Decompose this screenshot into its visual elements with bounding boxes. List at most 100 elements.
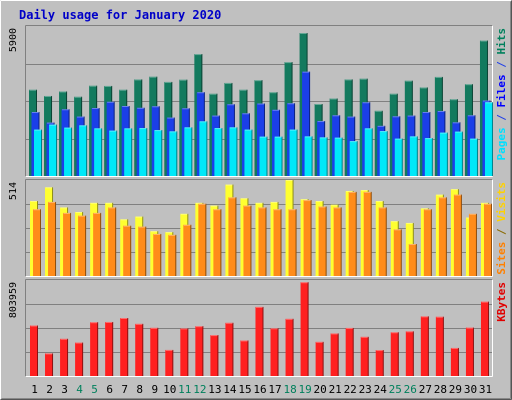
legend-entry: Files <box>495 68 508 108</box>
x-tick-label-day-6: 6 <box>106 383 113 396</box>
bar-sites-day-24 <box>378 207 387 276</box>
x-tick-label-day-20: 20 <box>313 383 326 396</box>
bar-kbytes-day-31 <box>480 301 489 376</box>
bar-sites-day-27 <box>423 209 432 276</box>
x-tick-label-day-1: 1 <box>31 383 38 396</box>
bar-pages-day-8 <box>139 128 148 176</box>
bar-pages-day-23 <box>364 128 373 176</box>
x-tick-label-day-5: 5 <box>91 383 98 396</box>
bar-pages-day-24 <box>379 131 388 176</box>
bar-sites-day-20 <box>318 206 327 276</box>
bar-sites-day-5 <box>93 212 102 276</box>
bar-pages-day-7 <box>124 128 133 176</box>
x-tick-label-day-4: 4 <box>76 383 83 396</box>
x-tick-label-day-3: 3 <box>61 383 68 396</box>
legend-entry: Sites <box>495 235 508 275</box>
bar-kbytes-day-14 <box>225 322 234 376</box>
x-tick-label-day-30: 30 <box>464 383 477 396</box>
bar-kbytes-day-9 <box>150 327 159 376</box>
bar-sites-day-17 <box>273 209 282 276</box>
bar-kbytes-day-30 <box>465 327 474 376</box>
x-tick-label-day-8: 8 <box>136 383 143 396</box>
bar-files-day-19 <box>302 71 311 176</box>
bar-kbytes-day-19 <box>300 282 309 376</box>
chart-title: Daily usage for January 2020 <box>19 8 221 22</box>
x-tick-label-day-12: 12 <box>193 383 206 396</box>
bar-sites-day-25 <box>393 229 402 276</box>
x-tick-label-day-11: 11 <box>178 383 191 396</box>
bar-sites-day-11 <box>183 224 192 276</box>
bar-kbytes-day-16 <box>255 306 264 376</box>
bar-kbytes-day-2 <box>45 353 54 376</box>
x-tick-label-day-27: 27 <box>419 383 432 396</box>
bar-pages-day-17 <box>274 136 283 176</box>
bar-pages-day-13 <box>214 128 223 176</box>
x-tick-label-day-22: 22 <box>344 383 357 396</box>
bar-pages-day-5 <box>94 128 103 176</box>
y-max-label: 5900 <box>8 28 19 52</box>
bar-sites-day-18 <box>288 209 297 276</box>
bar-sites-day-4 <box>78 215 87 276</box>
bar-pages-day-21 <box>334 137 343 176</box>
x-tick-label-day-25: 25 <box>389 383 402 396</box>
bar-pages-day-2 <box>49 124 58 176</box>
x-tick-label-day-10: 10 <box>163 383 176 396</box>
bar-sites-day-14 <box>228 197 237 276</box>
x-tick-label-day-2: 2 <box>46 383 53 396</box>
bar-kbytes-day-24 <box>375 350 384 376</box>
bar-kbytes-day-28 <box>435 316 444 376</box>
bar-sites-day-10 <box>168 234 177 276</box>
x-tick-label-day-21: 21 <box>329 383 342 396</box>
bar-pages-day-10 <box>169 131 178 176</box>
x-tick-label-day-26: 26 <box>404 383 417 396</box>
bar-pages-day-4 <box>79 125 88 176</box>
legend-entry: / <box>495 55 508 68</box>
panel-kbytes: 803959 KBytes <box>8 279 508 377</box>
x-tick-label-day-15: 15 <box>238 383 251 396</box>
bar-kbytes-day-4 <box>75 342 84 376</box>
bar-kbytes-day-21 <box>330 333 339 376</box>
bar-kbytes-day-26 <box>405 331 414 376</box>
x-tick-label-day-14: 14 <box>223 383 237 396</box>
bar-kbytes-day-10 <box>165 349 174 376</box>
x-tick-label-day-13: 13 <box>208 383 221 396</box>
bar-pages-day-22 <box>349 141 358 176</box>
x-tick-label-day-18: 18 <box>283 383 296 396</box>
bar-pages-day-26 <box>409 136 418 176</box>
bar-pages-day-11 <box>184 127 193 176</box>
bar-pages-day-18 <box>289 129 298 176</box>
bar-sites-day-15 <box>243 205 252 276</box>
legend: KBytes <box>495 282 508 322</box>
bar-kbytes-day-29 <box>450 347 459 376</box>
x-tick-label-day-19: 19 <box>298 383 311 396</box>
bar-sites-day-1 <box>33 209 41 276</box>
bar-sites-day-31 <box>483 203 492 276</box>
bar-kbytes-day-11 <box>180 328 189 376</box>
bar-sites-day-9 <box>153 233 162 276</box>
legend-entry: KBytes <box>495 282 508 322</box>
bar-sites-day-29 <box>453 194 462 276</box>
x-tick-label-day-31: 31 <box>479 383 492 396</box>
bar-pages-day-14 <box>229 127 238 176</box>
bar-kbytes-day-12 <box>195 326 204 376</box>
bar-kbytes-day-22 <box>345 327 354 376</box>
bar-pages-day-16 <box>259 136 268 176</box>
bar-pages-day-28 <box>439 132 448 176</box>
legend-entry: Pages <box>495 121 508 161</box>
x-tick-label-day-28: 28 <box>434 383 447 396</box>
bar-sites-day-26 <box>408 244 417 276</box>
bar-pages-day-3 <box>64 127 73 176</box>
bar-pages-day-20 <box>319 137 328 176</box>
x-tick-label-day-23: 23 <box>359 383 372 396</box>
bar-kbytes-day-20 <box>315 341 324 376</box>
x-tick-label-day-7: 7 <box>121 383 128 396</box>
bar-sites-day-22 <box>348 191 357 276</box>
legend-entry: Visits <box>495 182 508 222</box>
bar-kbytes-day-13 <box>210 335 219 376</box>
bar-pages-day-25 <box>394 138 403 176</box>
bar-pages-day-31 <box>484 102 493 176</box>
legend: Pages / Files / Hits <box>495 28 508 161</box>
bar-pages-day-1 <box>34 129 42 176</box>
bar-kbytes-day-17 <box>270 328 279 376</box>
